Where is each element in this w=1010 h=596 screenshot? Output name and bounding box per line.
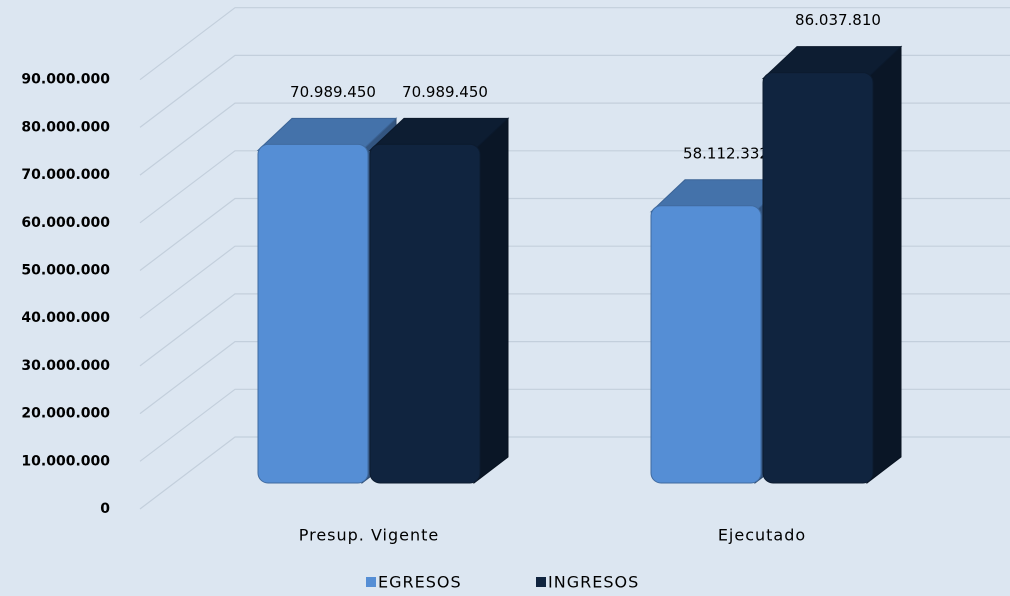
bar bbox=[257, 143, 369, 484]
bar bbox=[369, 143, 481, 484]
y-tick-label: 80.000.000 bbox=[21, 119, 110, 135]
y-tick-label: 40.000.000 bbox=[21, 310, 110, 326]
grid-line bbox=[139, 150, 1010, 224]
legend-label: EGRESOS bbox=[378, 573, 462, 592]
bar bbox=[650, 205, 762, 484]
y-tick-label: 90.000.000 bbox=[21, 72, 110, 88]
x-tick-label: Presup. Vigente bbox=[299, 526, 440, 545]
value-label: 70.989.450 bbox=[402, 83, 488, 101]
grid-line bbox=[139, 7, 1010, 81]
y-tick-label: 70.000.000 bbox=[21, 167, 110, 183]
value-label: 70.989.450 bbox=[290, 83, 376, 101]
legend-label: INGRESOS bbox=[548, 573, 639, 592]
y-tick-label: 60.000.000 bbox=[21, 215, 110, 231]
legend-swatch bbox=[536, 577, 546, 587]
y-tick-label: 10.000.000 bbox=[21, 453, 110, 469]
y-tick-label: 50.000.000 bbox=[21, 263, 110, 279]
value-label: 86.037.810 bbox=[795, 11, 881, 29]
grid-line bbox=[139, 54, 1010, 128]
value-label: 58.112.332 bbox=[683, 144, 769, 162]
bar bbox=[762, 72, 874, 484]
grid-line bbox=[139, 102, 1010, 176]
y-tick-label: 30.000.000 bbox=[21, 358, 110, 374]
x-tick-label: Ejecutado bbox=[718, 526, 806, 545]
y-tick-label: 0 bbox=[100, 501, 110, 517]
legend-swatch bbox=[366, 577, 376, 587]
y-tick-label: 20.000.000 bbox=[21, 406, 110, 422]
